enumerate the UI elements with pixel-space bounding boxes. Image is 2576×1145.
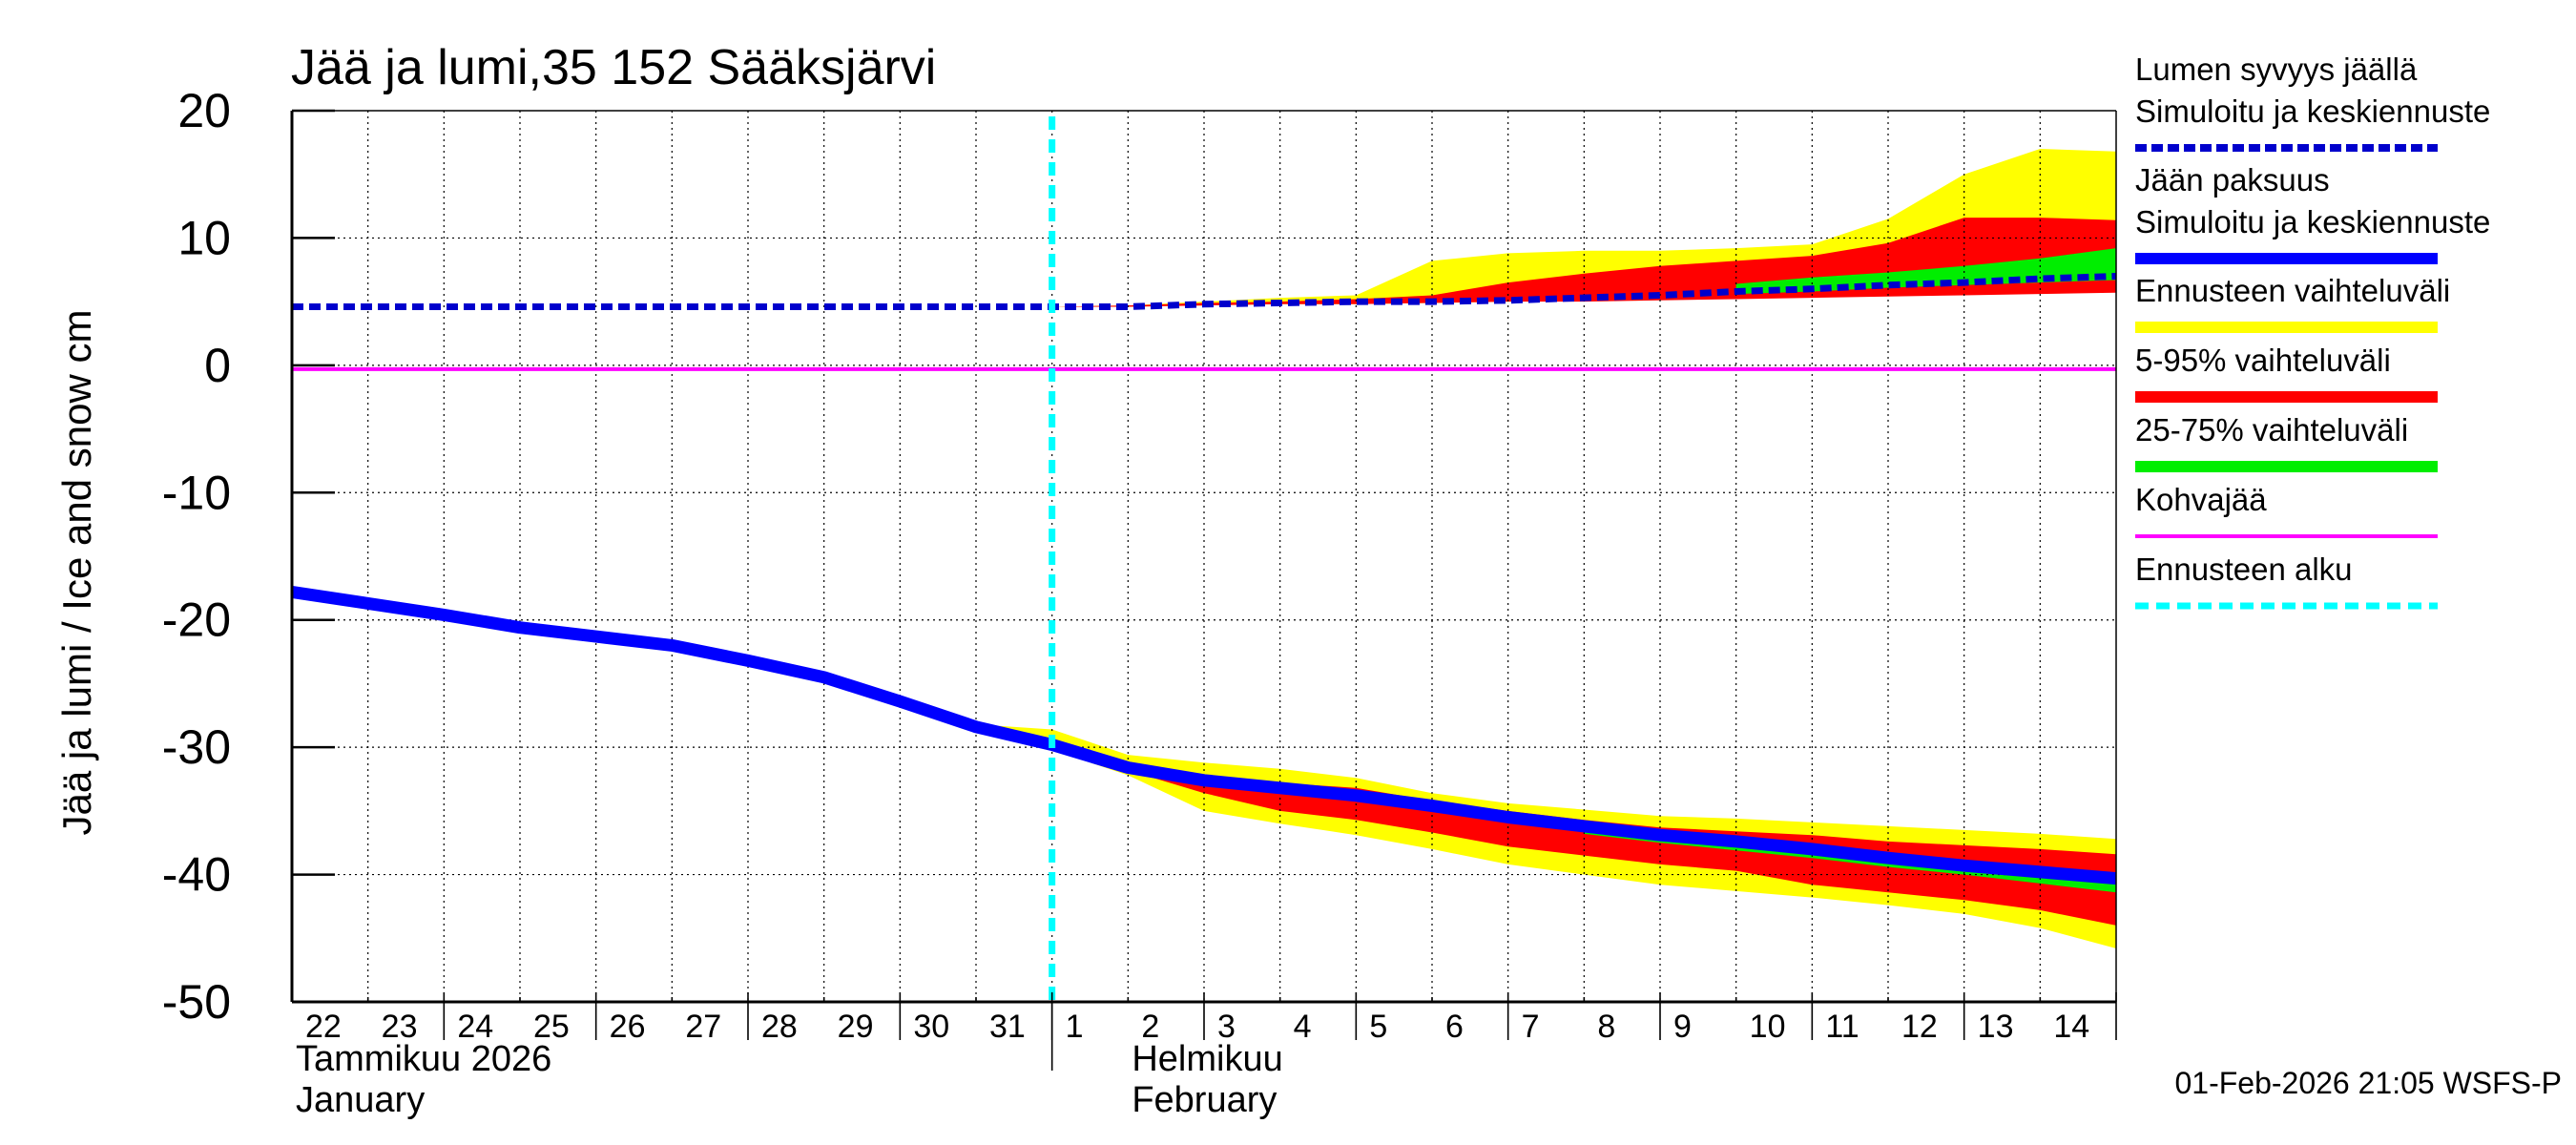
snow-depth-line	[292, 273, 2117, 310]
x-tick-label: 10	[1750, 1009, 1786, 1045]
x-tick-label: 27	[685, 1009, 721, 1045]
x-tick-label: 8	[1597, 1009, 1615, 1045]
x-tick-label: 29	[838, 1009, 874, 1045]
month-label: February	[1132, 1080, 1277, 1120]
x-tick-label: 26	[610, 1009, 646, 1045]
x-tick-label: 30	[913, 1009, 949, 1045]
x-tick-label: 1	[1066, 1009, 1084, 1045]
month-label: Helmikuu	[1132, 1039, 1282, 1079]
x-tick-label: 11	[1825, 1009, 1859, 1045]
x-tick-label: 4	[1294, 1009, 1312, 1045]
legend-label: Ennusteen alku	[2135, 552, 2353, 587]
legend-label: Kohvajää	[2135, 482, 2267, 517]
ice-thickness-line	[291, 585, 2117, 885]
y-tick-label: 20	[177, 84, 231, 137]
grid	[292, 111, 2116, 1002]
y-tick-label: -10	[162, 466, 231, 519]
x-tick-label: 3	[1217, 1009, 1236, 1045]
legend-label: Simuloitu ja keskiennuste	[2135, 204, 2490, 239]
x-tick-label: 7	[1522, 1009, 1540, 1045]
legend-label: Simuloitu ja keskiennuste	[2135, 94, 2490, 129]
y-axis-label: Jää ja lumi / Ice and snow cm	[54, 310, 99, 836]
x-tick-label: 25	[533, 1009, 570, 1045]
x-tick-label: 24	[457, 1009, 493, 1045]
x-tick-label: 28	[761, 1009, 798, 1045]
chart-title: Jää ja lumi,35 152 Sääksjärvi	[291, 40, 936, 95]
legend: Lumen syvyys jäällä Simuloitu ja keskienn…	[2135, 52, 2490, 610]
x-tick-label: 9	[1673, 1009, 1692, 1045]
legend-label: Lumen syvyys jäällä	[2135, 52, 2418, 87]
x-tick-label: 5	[1369, 1009, 1387, 1045]
x-tick-label: 31	[989, 1009, 1026, 1045]
x-tick-label: 22	[305, 1009, 342, 1045]
x-tick-label: 2	[1141, 1009, 1159, 1045]
x-tick-label: 14	[2053, 1009, 2089, 1045]
legend-label: 25-75% vaihteluväli	[2135, 412, 2408, 448]
month-label: Tammikuu 2026	[296, 1039, 551, 1079]
month-label: January	[296, 1080, 425, 1120]
x-tick-label: 12	[1901, 1009, 1938, 1045]
footer-timestamp: 01-Feb-2026 21:05 WSFS-P	[2174, 1066, 2562, 1100]
x-tick-label: 23	[382, 1009, 418, 1045]
y-tick-label: -50	[162, 975, 231, 1029]
snow-band-p25-75	[1735, 248, 2116, 295]
y-tick-label: 10	[177, 211, 231, 264]
y-tick-label: 0	[204, 339, 231, 392]
y-tick-label: -40	[162, 848, 231, 902]
x-tick-label: 6	[1445, 1009, 1464, 1045]
y-tick-label: -20	[162, 593, 231, 647]
legend-label: 5-95% vaihteluväli	[2135, 343, 2391, 378]
ice-band-p25-75	[1584, 831, 2116, 893]
legend-label: Jään paksuus	[2135, 162, 2330, 198]
series-lines	[291, 116, 2117, 1002]
y-tick-label: -30	[162, 720, 231, 774]
x-tick-label: 13	[1978, 1009, 2014, 1045]
legend-label: Ennusteen vaihteluväli	[2135, 273, 2450, 308]
